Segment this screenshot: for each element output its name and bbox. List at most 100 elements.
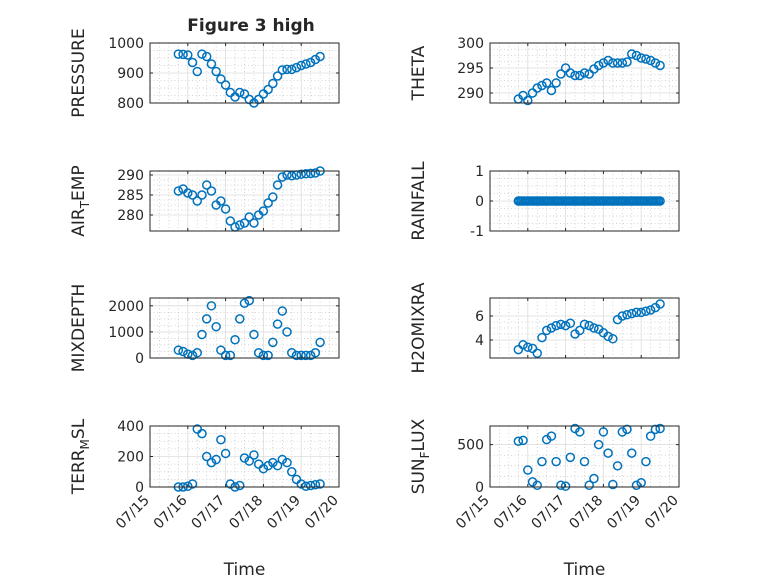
data-point <box>575 70 585 81</box>
data-point <box>617 311 628 321</box>
subplot: 280 285 290 AIRTEMP <box>69 165 340 237</box>
data-point <box>518 435 528 446</box>
data-point <box>220 80 231 90</box>
data-point <box>287 171 297 181</box>
data-point <box>216 196 226 206</box>
data-point <box>268 337 278 348</box>
data-point <box>206 59 217 69</box>
data-point <box>560 481 571 491</box>
y-tick-label: 200 <box>117 450 144 466</box>
y-tick-label: 400 <box>117 419 144 435</box>
data-point <box>546 323 557 333</box>
data-point <box>598 427 609 437</box>
data-point <box>598 58 609 68</box>
y-axis-label: H2OMIXRA <box>409 282 429 373</box>
data-point <box>192 196 202 206</box>
subplot: 0 1000 2000 MIXDEPTH <box>69 284 340 373</box>
data-point <box>603 448 613 458</box>
data-point <box>201 314 212 324</box>
data-point <box>513 344 524 355</box>
y-tick-label: 0 <box>135 351 144 367</box>
y-tick-label: 1000 <box>108 36 144 52</box>
data-point <box>258 463 269 474</box>
data-point <box>565 318 576 328</box>
y-tick-label: 290 <box>117 168 144 184</box>
data-point <box>579 456 590 467</box>
subplot: 290 295 300 THETA <box>409 36 680 106</box>
data-point <box>631 50 642 61</box>
subplot: 800 900 1000 PRESSURE <box>69 28 340 118</box>
y-tick-label: 1 <box>475 164 484 180</box>
data-point <box>589 473 599 484</box>
data-point <box>263 350 273 361</box>
data-point <box>655 299 665 309</box>
data-point <box>584 320 594 331</box>
data-point <box>187 479 198 489</box>
x-tick-label: 07/17 <box>189 493 229 533</box>
y-axis-label: TERRMSL <box>69 418 92 495</box>
data-point <box>225 350 236 361</box>
data-point <box>645 305 656 315</box>
data-point <box>584 69 594 79</box>
subplot: 0 200 400 TERRMSL 07/1507/1607/1707/1807/190… <box>69 418 342 580</box>
data-point <box>532 83 542 93</box>
data-point <box>301 169 311 179</box>
data-point <box>608 58 618 68</box>
data-point <box>173 49 184 59</box>
data-point <box>301 59 311 69</box>
data-point <box>315 51 325 62</box>
data-point <box>612 461 623 471</box>
data-point <box>622 424 632 435</box>
y-label-subscript: M <box>78 439 92 449</box>
data-point <box>631 307 642 318</box>
y-tick-label: 280 <box>117 208 144 224</box>
x-tick-label: 07/20 <box>302 493 342 533</box>
data-point <box>551 78 561 88</box>
data-point <box>584 480 594 491</box>
data-point <box>612 58 623 68</box>
data-point <box>173 186 184 196</box>
y-tick-label: 295 <box>457 61 484 77</box>
data-point <box>575 427 585 437</box>
data-point <box>541 78 552 88</box>
data-point <box>608 334 618 344</box>
x-tick-label: 07/17 <box>529 493 569 533</box>
data-point <box>537 456 547 467</box>
data-point <box>650 58 661 68</box>
axes-box <box>489 42 680 104</box>
y-label-part: LUX <box>409 418 429 451</box>
data-point <box>627 49 637 59</box>
data-point <box>192 348 202 358</box>
data-point <box>258 350 269 361</box>
data-point <box>211 454 221 465</box>
data-point <box>239 218 250 228</box>
data-point <box>622 57 632 67</box>
data-point <box>206 457 217 468</box>
y-tick-label: 500 <box>457 438 484 454</box>
data-point <box>305 350 316 361</box>
x-tick-label: 07/15 <box>113 493 153 533</box>
data-point <box>235 480 245 491</box>
data-point <box>216 345 226 355</box>
data-point <box>527 343 538 354</box>
y-tick-label: 0 <box>475 194 484 210</box>
data-point <box>249 329 259 340</box>
data-point <box>560 63 571 73</box>
data-point <box>239 89 250 99</box>
data-point <box>518 90 528 101</box>
data-point <box>268 192 278 202</box>
data-point <box>556 480 566 491</box>
data-point <box>220 204 231 214</box>
data-point <box>268 78 278 89</box>
axes-box <box>149 425 340 488</box>
axes-box <box>489 297 680 359</box>
data-point <box>197 428 207 439</box>
data-point <box>183 481 193 491</box>
data-point <box>603 331 613 342</box>
x-tick-label: 07/16 <box>491 492 531 532</box>
y-axis-label: MIXDEPTH <box>69 284 89 373</box>
data-point <box>187 57 198 68</box>
data-point <box>655 423 665 434</box>
x-tick-label: 07/19 <box>264 493 304 533</box>
y-label-subscript: F <box>418 451 432 458</box>
